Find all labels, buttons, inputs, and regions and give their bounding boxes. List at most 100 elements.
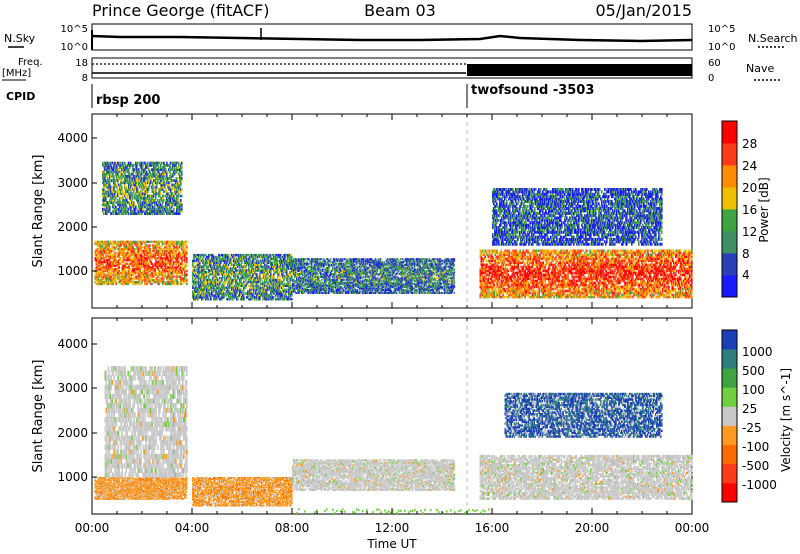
heatmap-cell (173, 208, 175, 211)
heatmap-cell (149, 248, 151, 250)
heatmap-cell (181, 203, 183, 206)
heatmap-cell (107, 241, 109, 243)
heatmap-cell (181, 188, 183, 191)
nsky-trace (92, 36, 692, 41)
heatmap-cell (329, 264, 331, 266)
heatmap-cell (256, 273, 258, 276)
heatmap-cell (291, 298, 293, 301)
heatmap-cell (320, 269, 322, 271)
heatmap-cell (222, 254, 224, 257)
heatmap-cell (171, 248, 173, 250)
freq-tick-bottom: 8 (82, 73, 88, 84)
heatmap-cell (141, 177, 143, 180)
nsearch-tick-top: 10^5 (708, 24, 735, 35)
heatmap-cell (161, 162, 163, 165)
heatmap-cell (151, 283, 153, 285)
heatmap-cell (333, 289, 335, 291)
heatmap-cell (148, 241, 150, 243)
heatmap-cell (182, 259, 184, 261)
heatmap-cell (203, 260, 205, 263)
heatmap-cell (329, 269, 331, 271)
heatmap-cell (336, 263, 338, 265)
heatmap-cell (178, 259, 180, 261)
heatmap-cell (181, 195, 183, 198)
heatmap-cell (243, 292, 245, 295)
heatmap-cell (133, 164, 135, 167)
heatmap-cell (217, 279, 219, 282)
heatmap-cell (180, 254, 182, 256)
heatmap-cell (151, 241, 153, 243)
heatmap-region (102, 162, 183, 215)
heatmap-cell (186, 244, 188, 246)
heatmap-cell (120, 201, 122, 204)
beam-title: Beam 03 (364, 1, 436, 20)
heatmap-cell (178, 283, 180, 285)
nsky-tick-top: 10^5 (61, 24, 88, 35)
heatmap-cell (181, 171, 183, 174)
heatmap-cell (172, 241, 174, 243)
heatmap-cell (120, 257, 122, 259)
heatmap-cell (126, 263, 128, 265)
heatmap-cell (186, 257, 188, 259)
heatmap-cell (231, 264, 233, 267)
nsearch-tick-bottom: 10^0 (708, 42, 735, 53)
heatmap-cell (109, 206, 111, 209)
heatmap-cell (209, 292, 211, 295)
heatmap-cell (240, 288, 242, 291)
nave-tick-top: 60 (708, 58, 721, 69)
heatmap-cell (334, 258, 336, 260)
heatmap-cell (186, 270, 188, 272)
heatmap-cell (147, 162, 149, 165)
heatmap-cell (186, 241, 188, 243)
heatmap-cell (286, 288, 288, 291)
heatmap-cell (290, 283, 292, 286)
heatmap-cell (112, 250, 114, 252)
heatmap-cell (326, 288, 328, 290)
heatmap-cell (321, 258, 323, 260)
cpid-mode-rbsp: rbsp 200 (96, 93, 160, 108)
heatmap-cell (181, 177, 183, 180)
heatmap-cell (149, 244, 151, 246)
heatmap-cell (322, 269, 324, 271)
heatmap-cell (176, 162, 178, 165)
heatmap-cell (279, 275, 281, 278)
heatmap-cell (113, 175, 115, 178)
heatmap-cell (260, 287, 262, 290)
heatmap-cell (181, 162, 183, 165)
heatmap-cell (165, 168, 167, 171)
nsky-tick-bottom: 10^0 (61, 42, 88, 53)
heatmap-cell (170, 188, 172, 191)
heatmap-cell (229, 254, 231, 257)
heatmap-cell (273, 296, 275, 299)
heatmap-cell (186, 250, 188, 252)
heatmap-cell (160, 192, 162, 195)
heatmap-cell (111, 186, 113, 189)
heatmap-cell (219, 277, 221, 280)
station-title: Prince George (fitACF) (92, 1, 270, 20)
heatmap-cell (280, 254, 282, 257)
heatmap-cell (291, 275, 293, 278)
date-title: 05/Jan/2015 (595, 1, 692, 20)
heatmap-cell (150, 252, 152, 254)
heatmap-cell (291, 256, 293, 258)
heatmap-cell (162, 268, 164, 270)
heatmap-cell (173, 261, 175, 263)
heatmap-cell (177, 275, 179, 277)
heatmap-cell (182, 263, 184, 265)
heatmap-cell (115, 255, 117, 257)
heatmap-cell (284, 275, 286, 278)
heatmap-cell (156, 192, 158, 195)
heatmap-cell (243, 281, 245, 284)
heatmap-cell (248, 285, 250, 288)
heatmap-cell (170, 162, 172, 165)
heatmap-cell (305, 258, 307, 260)
nave-tick-bottom: 0 (708, 73, 714, 84)
heatmap-cell (163, 195, 165, 198)
heatmap-cell (180, 199, 182, 202)
freq-dense-block (467, 64, 692, 76)
heatmap-cell (104, 257, 106, 259)
heatmap-cell (137, 162, 139, 165)
heatmap-cell (330, 258, 332, 260)
nsearch-label: N.Search (748, 32, 798, 45)
